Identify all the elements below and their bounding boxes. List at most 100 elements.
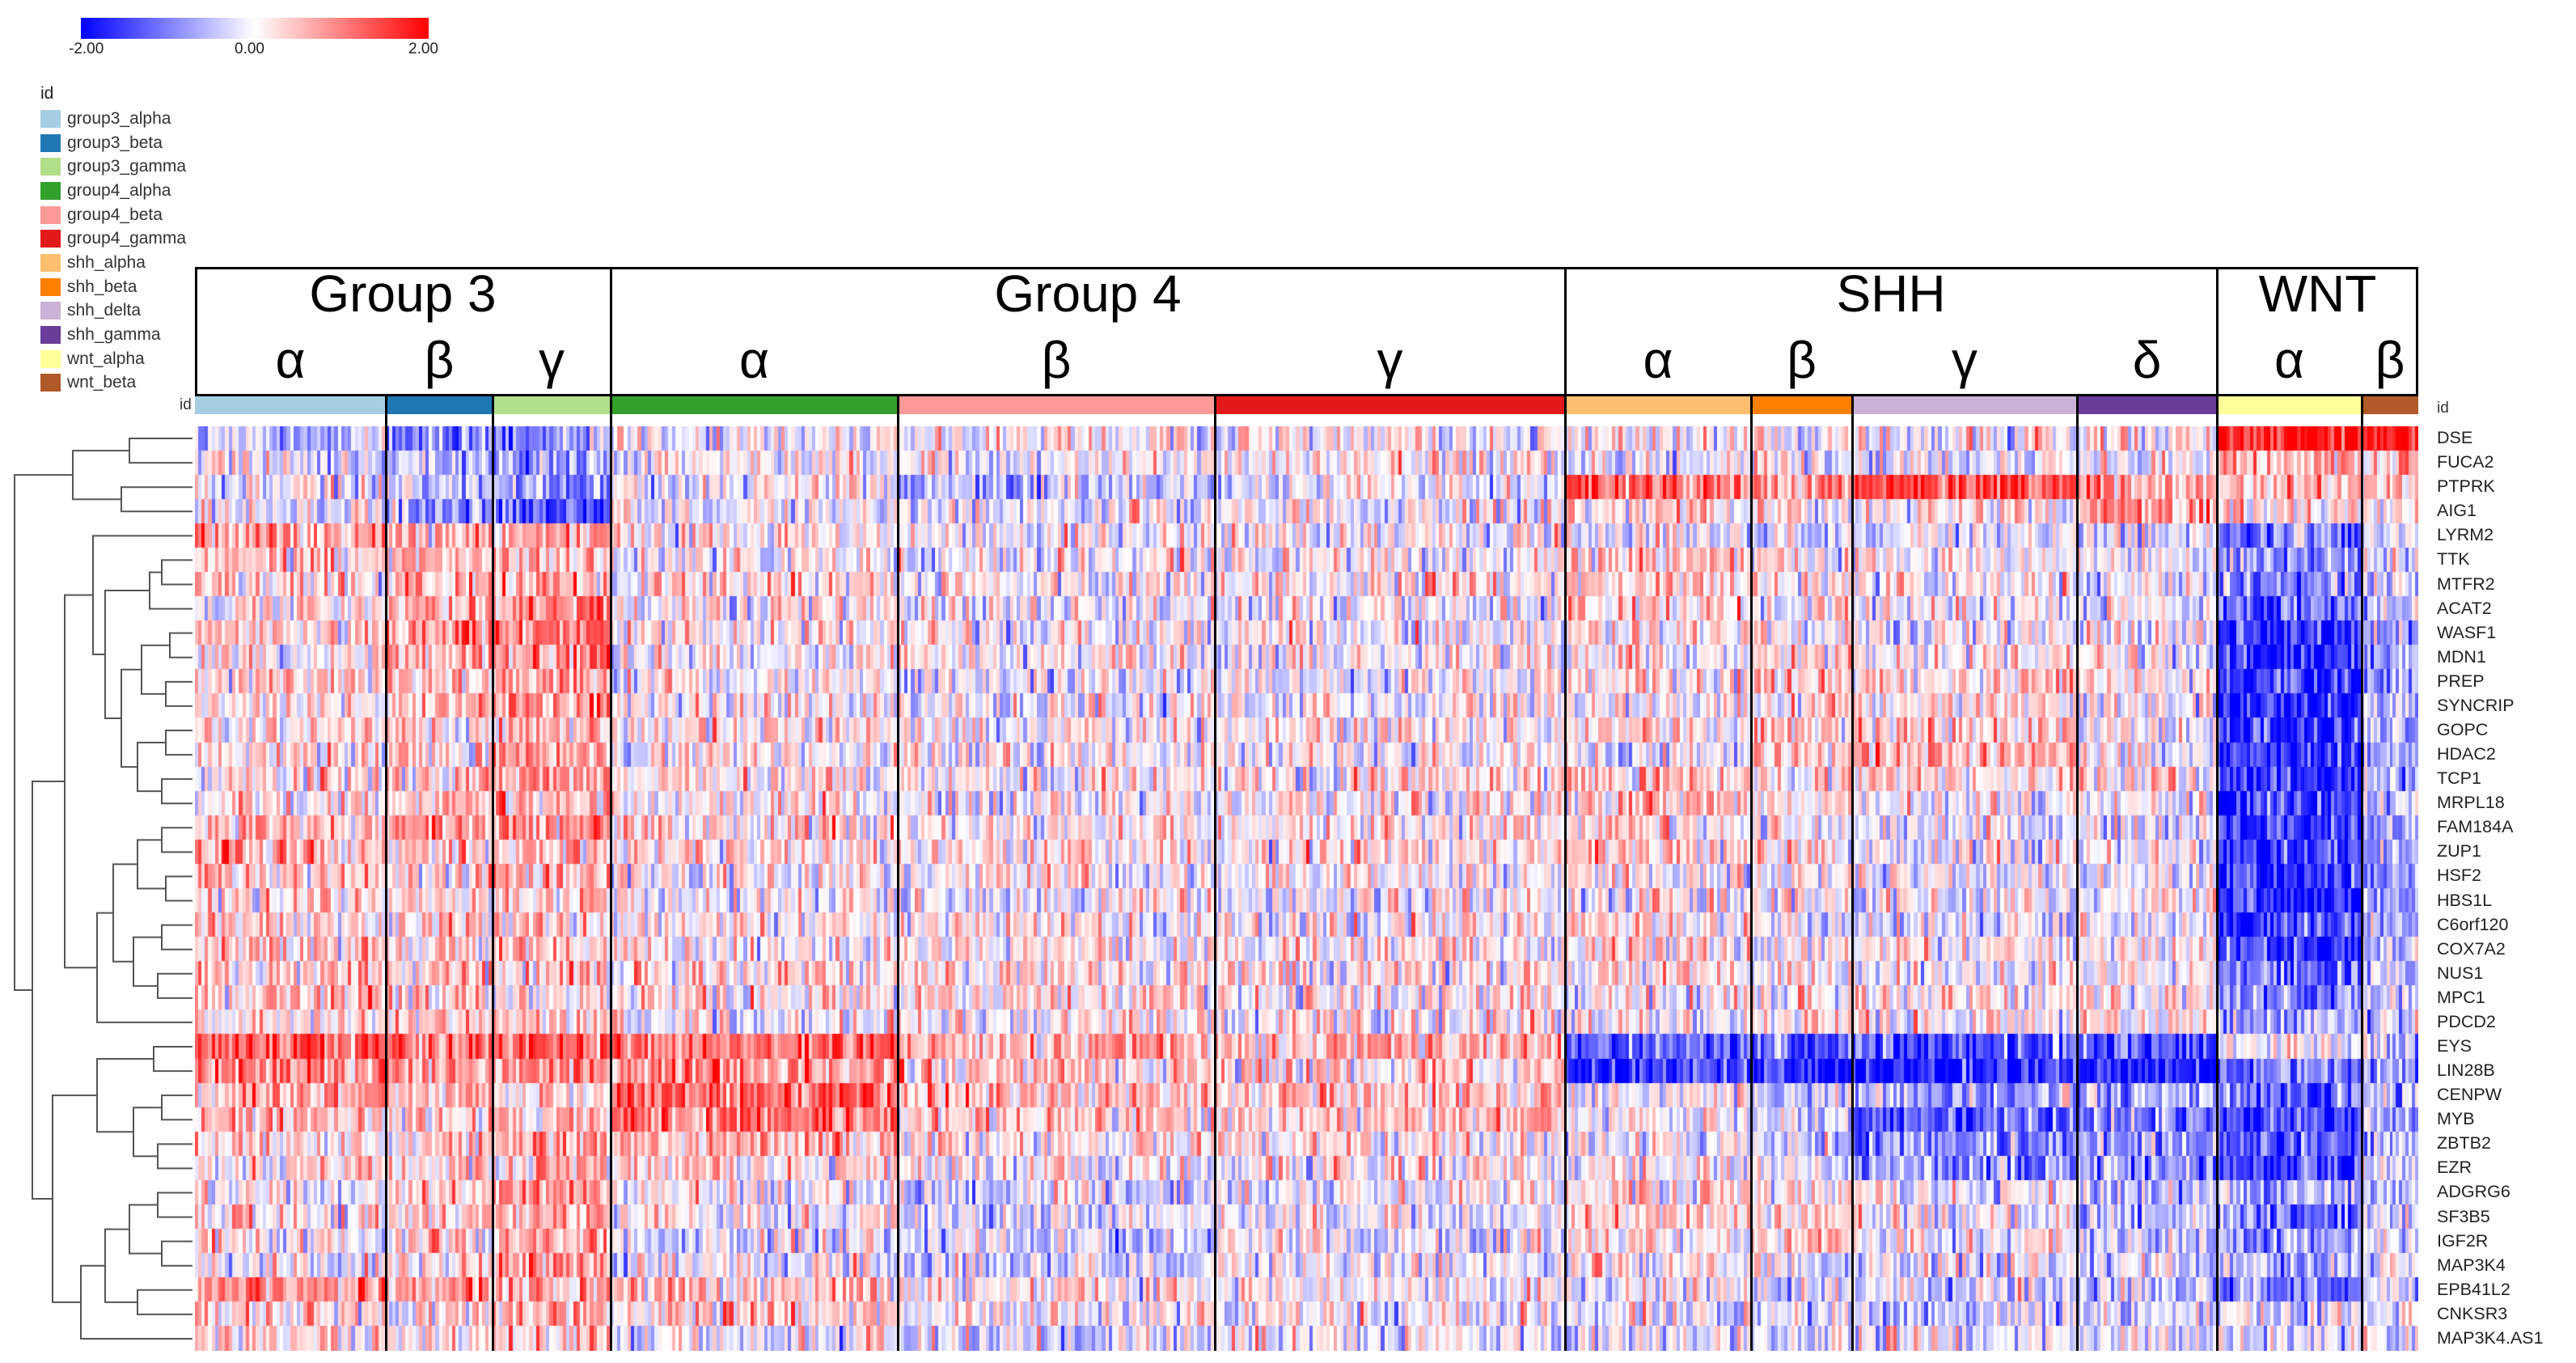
row-dendrogram [14,438,192,1340]
legend-label: group3_gamma [67,157,187,176]
dendrogram-branch [161,924,192,950]
legend-label: group4_alpha [67,180,171,200]
group-divider [610,267,612,396]
gene-label: DSE [2437,428,2473,448]
subgroup-title: β [2375,331,2405,389]
legend-label: wnt_alpha [67,349,145,368]
gene-label: PDCD2 [2437,1011,2496,1031]
scale-min-label: -2.00 [69,40,104,57]
gene-label: MPC1 [2437,987,2485,1007]
legend-item: group3_beta [40,131,186,155]
legend-item: group4_alpha [40,179,186,203]
legend-item: wnt_beta [40,371,186,396]
gene-label: EPB41L2 [2437,1279,2510,1299]
group-divider [1564,267,1567,396]
dendrogram-branch [104,1228,137,1303]
gene-label: FUCA2 [2437,452,2494,472]
subgroup-divider [2076,396,2079,1351]
gene-label: ADGRG6 [2437,1182,2510,1202]
legend-swatch [40,326,61,345]
legend-label: group3_alpha [67,108,171,128]
subgroup-title: β [1041,331,1072,389]
scale-max-label: 2.00 [408,40,438,57]
annotation-segment-shh_beta [1751,396,1852,414]
legend-swatch [40,230,61,248]
legend-swatch [40,302,61,320]
subgroup-title: β [1787,331,1817,389]
dendrogram-branch [52,1094,97,1303]
dendrogram-branch [149,571,192,610]
legend-label: shh_beta [67,277,137,296]
legend-label: wnt_beta [67,373,137,392]
legend-label: shh_delta [67,301,142,320]
legend-item: shh_alpha [40,251,186,275]
gene-label: CENPW [2437,1085,2502,1105]
legend-label: group4_gamma [67,229,187,248]
dendrogram-branch [32,780,65,1200]
gene-label: MYB [2437,1109,2475,1129]
annotation-segment-group4_gamma [1215,396,1565,414]
gene-label: ACAT2 [2437,598,2492,618]
legend-swatch [40,253,61,272]
group-divider [2216,267,2219,396]
legend-swatch [40,374,61,392]
dendrogram-branch [137,1289,192,1315]
gene-label: MTFR2 [2437,574,2495,594]
subgroup-title: α [1643,331,1673,389]
gene-label: MDN1 [2437,646,2486,667]
annotation-segment-group4_beta [898,396,1215,414]
subgroup-title: γ [539,331,565,389]
legend-swatch [40,158,61,176]
gene-label: HSF2 [2437,866,2481,886]
gene-label: COX7A2 [2437,938,2506,959]
gene-label: WASF1 [2437,622,2497,642]
subgroup-divider [897,396,899,1351]
dendrogram-branch [96,912,192,1023]
id-label-left: id [180,396,192,413]
gene-label: ZBTB2 [2437,1133,2491,1153]
expression-heatmap [195,426,2418,1351]
gene-label: ZUP1 [2437,841,2481,861]
gene-label: SYNCRIP [2437,695,2515,715]
annotation-segment-shh_gamma [2077,396,2217,414]
gene-label: EYS [2437,1036,2472,1056]
legend-swatch [40,109,61,128]
legend-swatch [40,277,61,296]
subgroup-title: α [739,331,769,389]
gene-label: PREP [2437,671,2485,691]
dendrogram-branch [92,535,192,655]
gene-label: HBS1L [2437,890,2493,910]
gene-label: EZR [2437,1158,2472,1178]
group-title: Group 4 [994,265,1182,323]
color-scale-bar [81,18,429,39]
dendrogram-branch [104,590,150,719]
dendrogram-branch [165,875,192,902]
subgroup-title: α [2274,331,2304,389]
subgroup-divider [1214,396,1216,1351]
dendrogram-branch [129,438,192,464]
subgroup-title: γ [1377,331,1403,389]
gene-label: C6orf120 [2437,914,2509,934]
legend-label: shh_alpha [67,252,146,272]
legend-swatch [40,205,61,224]
legend-title: id [40,84,54,103]
legend-item: group3_gamma [40,155,186,179]
scale-mid-label: 0.00 [235,40,264,57]
legend-item: shh_gamma [40,323,186,347]
legend-swatch [40,181,61,200]
dendrogram-branch [14,474,73,991]
annotation-segment-wnt_beta [2362,396,2418,414]
annotation-segment-group3_alpha [195,396,386,414]
subgroup-divider [2216,396,2219,1351]
subgroup-divider [1851,396,1854,1351]
gene-label: LYRM2 [2437,525,2494,545]
legend-label: group4_beta [67,205,163,224]
legend-label: shh_gamma [67,325,161,345]
subgroup-title: δ [2132,331,2162,389]
legend-swatch [40,133,61,152]
subgroup-title: γ [1952,331,1977,389]
gene-label: HDAC2 [2437,744,2496,764]
legend: id group3_alpha group3_beta group3_gamma gr… [40,84,186,395]
gene-label: LIN28B [2437,1060,2495,1081]
